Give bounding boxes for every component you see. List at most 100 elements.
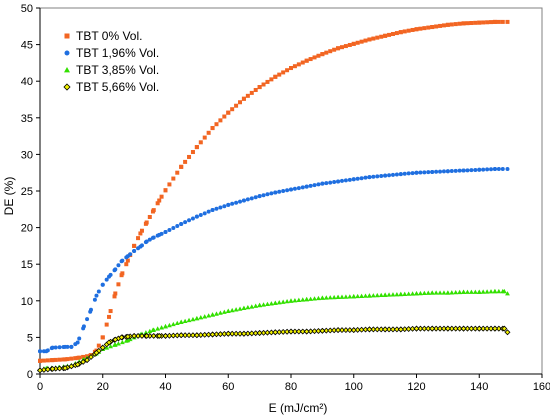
data-point (296, 62, 301, 67)
data-point (249, 196, 254, 201)
data-point (285, 188, 290, 193)
data-point (308, 183, 313, 188)
data-point (167, 227, 172, 232)
data-point (100, 335, 105, 340)
data-point (347, 42, 352, 47)
data-point (339, 294, 345, 299)
data-point (476, 325, 483, 332)
data-point (477, 167, 482, 172)
data-point (440, 325, 447, 332)
data-point (469, 289, 474, 294)
data-point (261, 302, 266, 307)
data-point (125, 254, 130, 259)
data-point (214, 122, 219, 127)
x-tick-label: 120 (407, 381, 425, 393)
data-point (162, 332, 169, 339)
data-point (131, 332, 138, 339)
data-point (69, 344, 74, 349)
data-point (324, 181, 329, 186)
data-point (398, 30, 403, 35)
data-point (441, 23, 446, 28)
y-tick-label: 30 (21, 149, 33, 161)
data-point (406, 28, 411, 33)
data-point (198, 315, 204, 320)
data-point (417, 325, 424, 332)
data-point (316, 295, 321, 301)
data-point (171, 225, 176, 230)
data-point (460, 325, 467, 332)
data-point (139, 228, 144, 233)
data-point (355, 293, 361, 299)
data-point (430, 25, 435, 30)
data-point (366, 326, 373, 333)
data-point (226, 110, 231, 115)
data-point (189, 332, 196, 339)
data-point (94, 293, 99, 298)
data-point (473, 167, 478, 172)
data-point (144, 220, 149, 225)
data-point (241, 305, 247, 311)
data-point (449, 169, 454, 174)
data-point (156, 332, 163, 339)
legend-marker (63, 83, 71, 91)
data-point (240, 330, 247, 337)
data-point (343, 178, 348, 183)
data-point (179, 164, 184, 169)
data-point (57, 357, 62, 362)
data-point (49, 365, 56, 372)
data-point (170, 321, 176, 327)
data-point (210, 126, 215, 131)
data-point (147, 214, 152, 219)
data-point (249, 90, 254, 95)
data-point (406, 291, 412, 296)
data-point (292, 298, 298, 303)
data-point (359, 39, 364, 44)
data-point (453, 289, 459, 295)
data-point (277, 72, 282, 77)
data-point (234, 103, 239, 108)
data-point (469, 21, 474, 26)
data-point (468, 325, 475, 332)
legend-label: TBT 5,66% Vol. (76, 80, 159, 94)
data-point (484, 325, 491, 332)
data-point (457, 289, 463, 295)
data-point (57, 345, 62, 350)
data-point (336, 46, 341, 51)
data-point (62, 365, 69, 372)
data-point (422, 170, 427, 175)
data-point (449, 22, 454, 27)
data-point (206, 130, 211, 135)
data-point (410, 171, 415, 176)
data-point (390, 31, 395, 36)
data-point (505, 291, 510, 296)
legend-item: TBT 0% Vol. (64, 29, 142, 43)
data-point (280, 299, 286, 304)
data-point (444, 325, 451, 332)
data-point (398, 291, 404, 297)
data-point (118, 334, 125, 341)
data-point (414, 170, 419, 175)
data-point (359, 176, 364, 181)
data-point (304, 58, 309, 63)
data-point (265, 79, 270, 84)
data-point (113, 267, 118, 272)
data-point (218, 118, 223, 123)
data-point (481, 167, 486, 172)
data-point (402, 291, 408, 296)
series-1 (38, 19, 510, 363)
data-point (104, 277, 109, 282)
data-point (375, 35, 380, 40)
data-point (147, 328, 153, 334)
data-point (505, 167, 510, 172)
data-point (182, 332, 189, 339)
data-point (367, 175, 372, 180)
data-point (178, 319, 184, 324)
data-point (119, 259, 124, 264)
data-point (347, 177, 352, 182)
data-point (367, 37, 372, 42)
data-point (178, 332, 185, 339)
data-point (214, 311, 219, 316)
y-tick-label: 50 (21, 3, 33, 15)
data-point (183, 159, 188, 164)
data-point (106, 339, 112, 346)
